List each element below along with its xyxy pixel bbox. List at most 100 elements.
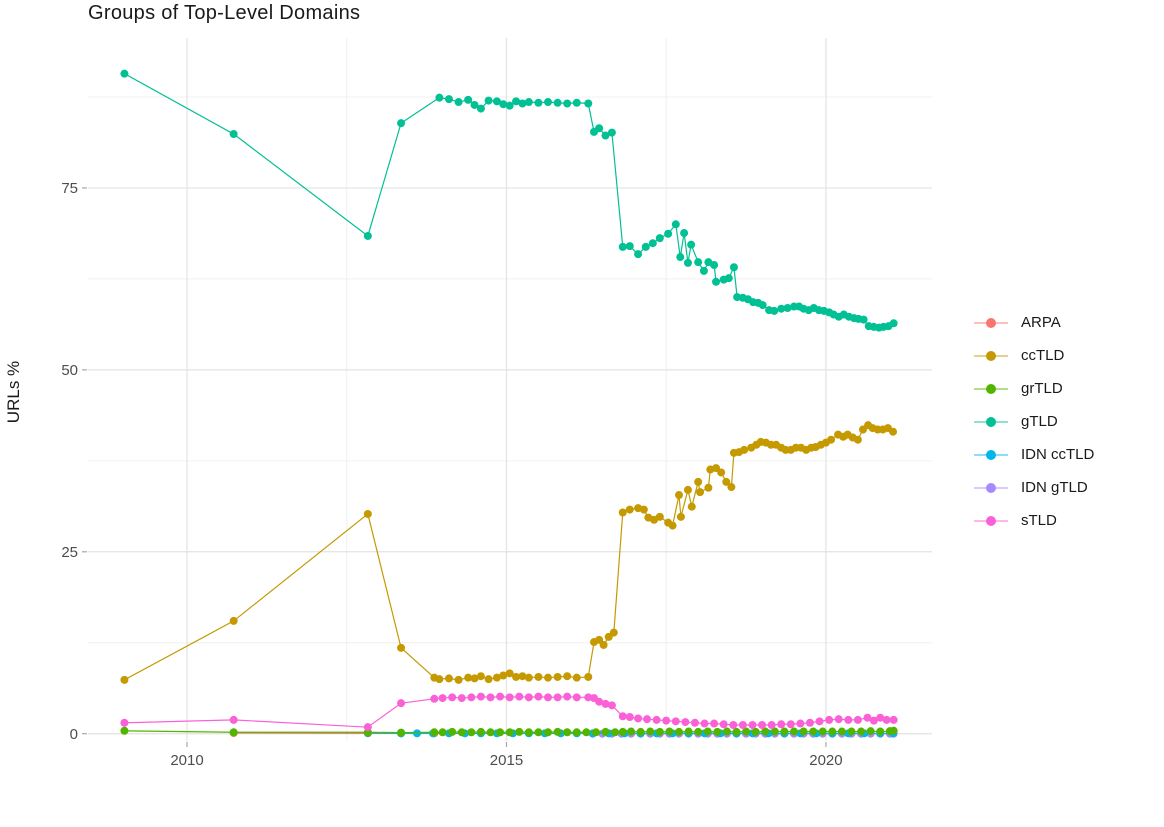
data-point: [397, 728, 406, 737]
data-point: [553, 727, 562, 736]
data-point: [457, 694, 466, 703]
data-point: [827, 435, 836, 444]
data-point: [837, 727, 846, 736]
y-tick-label: 25: [61, 543, 78, 561]
data-point: [742, 727, 751, 736]
data-point: [789, 727, 798, 736]
legend-label: ccTLD: [1021, 347, 1065, 364]
data-point: [770, 306, 779, 315]
data-point: [876, 727, 885, 736]
data-point: [544, 98, 553, 107]
chart-title: Groups of Top-Level Domains: [88, 2, 361, 24]
data-point: [674, 727, 683, 736]
y-tick-label: 50: [61, 361, 78, 379]
data-point: [738, 720, 747, 729]
data-point: [727, 483, 736, 492]
data-point: [770, 727, 779, 736]
data-point: [634, 250, 643, 259]
data-point: [476, 692, 485, 701]
data-point: [729, 720, 738, 729]
data-point: [572, 98, 581, 107]
data-point: [563, 672, 572, 681]
data-point: [844, 715, 853, 724]
data-point: [876, 713, 885, 722]
data-point: [484, 675, 493, 684]
data-point: [694, 477, 703, 486]
legend-key-icon: [974, 512, 1008, 530]
data-point: [815, 717, 824, 726]
data-point: [496, 692, 505, 701]
data-point: [563, 728, 572, 737]
data-point: [618, 242, 627, 251]
data-point: [882, 715, 891, 724]
data-point: [758, 720, 767, 729]
data-point: [786, 720, 795, 729]
data-point: [710, 719, 719, 728]
data-point: [809, 727, 818, 736]
data-point: [496, 728, 505, 737]
data-point: [719, 720, 728, 729]
data-point: [582, 728, 591, 737]
data-point: [740, 445, 749, 454]
data-point: [676, 253, 685, 262]
legend-key-icon: [974, 314, 1008, 332]
data-point: [710, 261, 719, 270]
data-point: [492, 97, 501, 106]
series-line: [124, 424, 894, 681]
data-point: [683, 485, 692, 494]
data-point: [599, 640, 608, 649]
data-point: [464, 95, 473, 104]
data-point: [363, 231, 372, 240]
data-point: [534, 672, 543, 681]
data-point: [687, 502, 696, 511]
data-point: [869, 716, 878, 725]
data-point: [636, 727, 645, 736]
data-point: [448, 693, 457, 702]
series-gtld: [120, 69, 898, 332]
data-point: [866, 727, 875, 736]
data-point: [724, 274, 733, 283]
data-point: [534, 728, 543, 737]
data-point: [486, 728, 495, 737]
legend-label: ARPA: [1021, 314, 1061, 331]
data-point: [512, 97, 521, 106]
data-point: [544, 673, 553, 682]
data-point: [563, 99, 572, 108]
data-point: [671, 220, 680, 229]
data-point: [584, 672, 593, 681]
data-point: [704, 483, 713, 492]
data-point: [363, 509, 372, 518]
data-point: [413, 729, 422, 738]
data-point: [694, 258, 703, 267]
data-point: [699, 266, 708, 275]
data-point: [524, 673, 533, 682]
data-point: [505, 728, 514, 737]
legend-item-gtld: gTLD: [974, 405, 1094, 438]
legend-key-dot: [986, 317, 996, 328]
legend-label: IDN ccTLD: [1021, 446, 1095, 463]
x-tick-label: 2010: [170, 752, 204, 769]
data-point: [430, 728, 439, 737]
legend-label: grTLD: [1021, 380, 1063, 397]
data-point: [120, 69, 129, 78]
data-point: [889, 726, 898, 735]
data-point: [120, 718, 129, 727]
data-point: [777, 304, 786, 313]
legend-item-cctld: ccTLD: [974, 339, 1094, 372]
data-point: [363, 723, 372, 732]
data-point: [646, 727, 655, 736]
data-point: [859, 315, 868, 324]
data-point: [457, 728, 466, 737]
data-point: [572, 728, 581, 737]
data-point: [470, 674, 479, 683]
data-point: [553, 672, 562, 681]
data-point: [700, 719, 709, 728]
data-point: [853, 435, 862, 444]
data-point: [641, 242, 650, 251]
y-tick-label: 75: [61, 179, 78, 197]
data-point: [857, 727, 866, 736]
data-point: [553, 693, 562, 702]
legend-key-dot: [986, 482, 996, 493]
data-point: [476, 104, 485, 113]
data-point: [655, 727, 664, 736]
